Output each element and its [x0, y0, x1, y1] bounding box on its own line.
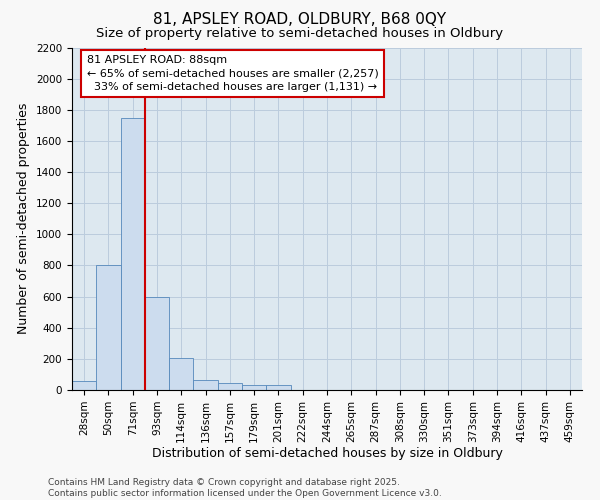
- Bar: [218, 384, 242, 390]
- Text: 81, APSLEY ROAD, OLDBURY, B68 0QY: 81, APSLEY ROAD, OLDBURY, B68 0QY: [154, 12, 446, 28]
- Bar: [242, 386, 266, 390]
- Bar: [145, 296, 169, 390]
- Text: 81 APSLEY ROAD: 88sqm
← 65% of semi-detached houses are smaller (2,257)
  33% of: 81 APSLEY ROAD: 88sqm ← 65% of semi-deta…: [86, 56, 379, 92]
- X-axis label: Distribution of semi-detached houses by size in Oldbury: Distribution of semi-detached houses by …: [152, 448, 502, 460]
- Y-axis label: Number of semi-detached properties: Number of semi-detached properties: [17, 103, 31, 334]
- Bar: [193, 380, 218, 390]
- Bar: [72, 382, 96, 390]
- Bar: [266, 386, 290, 390]
- Bar: [96, 266, 121, 390]
- Bar: [121, 118, 145, 390]
- Text: Contains HM Land Registry data © Crown copyright and database right 2025.
Contai: Contains HM Land Registry data © Crown c…: [48, 478, 442, 498]
- Bar: [169, 358, 193, 390]
- Text: Size of property relative to semi-detached houses in Oldbury: Size of property relative to semi-detach…: [97, 28, 503, 40]
